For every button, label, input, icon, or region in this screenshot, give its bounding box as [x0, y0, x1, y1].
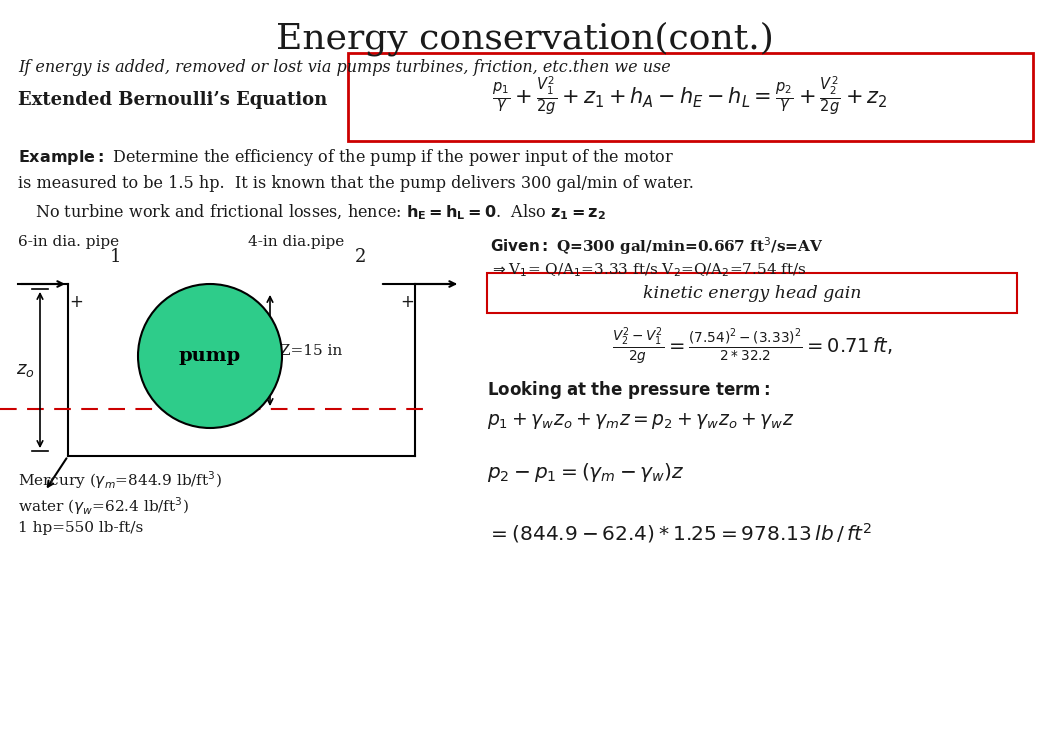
Text: $z_o$: $z_o$ — [17, 361, 35, 379]
Text: Mercury ($\gamma_m$=844.9 lb/ft$^3$): Mercury ($\gamma_m$=844.9 lb/ft$^3$) — [18, 469, 222, 490]
Text: 6-in dia. pipe: 6-in dia. pipe — [18, 235, 119, 249]
Text: 4-in dia.pipe: 4-in dia.pipe — [248, 235, 345, 249]
Text: kinetic energy head gain: kinetic energy head gain — [643, 285, 861, 301]
Text: 1 hp=550 lb-ft/s: 1 hp=550 lb-ft/s — [18, 521, 143, 535]
Text: 1: 1 — [109, 248, 121, 266]
Text: pump: pump — [179, 347, 241, 365]
Text: $\mathbf{Given:}$ Q=300 gal/min=0.667 ft$^3$/s=AV: $\mathbf{Given:}$ Q=300 gal/min=0.667 ft… — [490, 235, 824, 257]
Text: $\mathbf{Example:}$ Determine the efficiency of the pump if the power input of t: $\mathbf{Example:}$ Determine the effici… — [18, 147, 674, 168]
Text: $\frac{V_2^2 - V_1^2}{2g} = \frac{(7.54)^2 - (3.33)^2}{2*32.2} = 0.71\,ft,$: $\frac{V_2^2 - V_1^2}{2g} = \frac{(7.54)… — [612, 325, 892, 366]
Text: If energy is added, removed or lost via pumps turbines, friction, etc.then we us: If energy is added, removed or lost via … — [18, 59, 671, 76]
Text: $p_2 - p_1 = (\gamma_m - \gamma_w)z$: $p_2 - p_1 = (\gamma_m - \gamma_w)z$ — [487, 461, 684, 484]
Text: Z=15 in: Z=15 in — [280, 344, 343, 358]
Text: 2: 2 — [354, 248, 366, 266]
Bar — [348, 53, 1033, 141]
Text: Extended Bernoulli’s Equation: Extended Bernoulli’s Equation — [18, 91, 327, 109]
Text: Energy conservation(cont.): Energy conservation(cont.) — [276, 21, 774, 56]
Text: No turbine work and frictional losses, hence: $\mathbf{h_E{=}h_L{=}0}$.  Also $\: No turbine work and frictional losses, h… — [35, 203, 605, 222]
Text: water ($\gamma_w$=62.4 lb/ft$^3$): water ($\gamma_w$=62.4 lb/ft$^3$) — [18, 495, 189, 517]
Text: $p_1 + \gamma_{w}z_o + \gamma_{m}z = p_2 + \gamma_{w}z_o + \gamma_{w}z$: $p_1 + \gamma_{w}z_o + \gamma_{m}z = p_2… — [487, 411, 795, 431]
Bar — [487, 273, 1017, 313]
Text: +: + — [69, 293, 83, 311]
Text: is measured to be 1.5 hp.  It is known that the pump delivers 300 gal/min of wat: is measured to be 1.5 hp. It is known th… — [18, 175, 694, 192]
Text: $\mathbf{Looking\ at\ the\ pressure\ term:}$: $\mathbf{Looking\ at\ the\ pressure\ ter… — [487, 379, 770, 401]
Text: $\Rightarrow$V$_1$= Q/A$_1$=3.33 ft/s V$_2$=Q/A$_2$=7.54 ft/s: $\Rightarrow$V$_1$= Q/A$_1$=3.33 ft/s V$… — [490, 261, 807, 279]
Text: $= (844.9 - 62.4)*1.25 = 978.13\,lb\,/\,ft^2$: $= (844.9 - 62.4)*1.25 = 978.13\,lb\,/\,… — [487, 521, 872, 545]
Circle shape — [138, 284, 282, 428]
Text: $\frac{p_1}{\gamma} + \frac{V_1^2}{2g} + z_1 + h_A - h_E - h_L = \frac{p_2}{\gam: $\frac{p_1}{\gamma} + \frac{V_1^2}{2g} +… — [492, 74, 888, 118]
Text: +: + — [400, 293, 414, 311]
